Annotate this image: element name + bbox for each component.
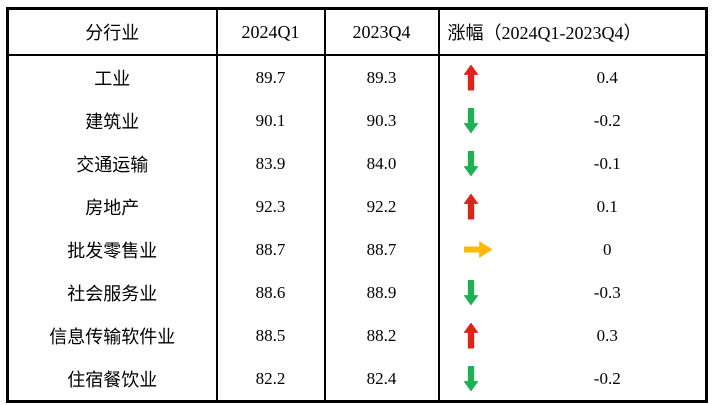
change-value: -0.2 [593, 368, 621, 388]
industry-cell: 批发零售业 [67, 240, 158, 261]
industry-cell: 交通运输 [76, 154, 149, 175]
q1-2024-value-cell: 89.7 [215, 55, 325, 99]
industry-cell: 房地产 [85, 197, 140, 218]
change-value: 0 [603, 239, 612, 259]
change-cell: 0.4 [437, 55, 707, 99]
down-arrow-icon [463, 365, 479, 392]
column-header-industry: 分行业 [7, 8, 217, 56]
q4-2023-value-cell: 92.2 [323, 185, 439, 228]
down-arrow-icon [463, 279, 479, 306]
change-value: 0.1 [596, 196, 618, 216]
q4-2023-value-cell: 88.7 [323, 228, 439, 271]
change-cell: -0.2 [437, 99, 707, 142]
up-arrow-icon [463, 322, 479, 349]
table-row: 信息传输软件业 88.5 88.2 0.3 [8, 314, 707, 357]
q1-2024-value-cell: 83.9 [215, 142, 325, 185]
q4-2023-value-cell: 89.3 [323, 55, 439, 99]
column-header-change: 涨幅（2024Q1-2023Q4） [437, 8, 707, 56]
industry-index-table: 分行业 2024Q1 2023Q4 涨幅（2024Q1-2023Q4） 工业 8… [6, 7, 708, 403]
change-cell: -0.1 [437, 142, 707, 185]
q1-2024-value-cell: 82.2 [215, 357, 325, 402]
q4-2023-value-cell: 84.0 [323, 142, 439, 185]
down-arrow-icon [463, 107, 479, 134]
arrow-slot [440, 107, 510, 134]
change-cell: -0.2 [437, 357, 707, 402]
q4-2023-value-cell: 88.9 [323, 271, 439, 314]
q4-2023-value-cell: 90.3 [323, 99, 439, 142]
header-row: 分行业 2024Q1 2023Q4 涨幅（2024Q1-2023Q4） [7, 8, 707, 56]
table-row: 社会服务业 88.6 88.9 -0.3 [8, 271, 707, 314]
industry-cell: 信息传输软件业 [49, 326, 176, 347]
arrow-slot [440, 150, 510, 177]
table-row: 住宿餐饮业 82.2 82.4 -0.2 [8, 357, 707, 402]
industry-cell: 工业 [94, 68, 131, 89]
change-cell: 0.1 [437, 185, 707, 228]
arrow-slot [440, 64, 510, 91]
industry-cell: 住宿餐饮业 [67, 369, 158, 390]
table-row: 批发零售业 88.7 88.7 0 [8, 228, 707, 271]
table-row: 交通运输 83.9 84.0 -0.1 [8, 142, 707, 185]
q1-2024-value-cell: 88.7 [215, 228, 325, 271]
column-header-2024q1: 2024Q1 [215, 8, 325, 56]
change-cell: 0.3 [437, 314, 707, 357]
table-row: 建筑业 90.1 90.3 -0.2 [8, 99, 707, 142]
arrow-slot [440, 322, 510, 349]
q4-2023-value-cell: 82.4 [323, 357, 439, 402]
q1-2024-value-cell: 88.5 [215, 314, 325, 357]
up-arrow-icon [463, 64, 479, 91]
column-header-2023q4: 2023Q4 [323, 8, 439, 56]
down-arrow-icon [463, 150, 479, 177]
q1-2024-value-cell: 90.1 [215, 99, 325, 142]
q1-2024-value-cell: 92.3 [215, 185, 325, 228]
arrow-slot [440, 193, 510, 220]
arrow-slot [440, 279, 510, 306]
change-value: -0.2 [593, 110, 621, 130]
table-row: 工业 89.7 89.3 0.4 [8, 55, 707, 99]
industry-cell: 建筑业 [85, 111, 140, 132]
change-cell: 0 [437, 228, 707, 271]
arrow-slot [440, 365, 510, 392]
table-body: 工业 89.7 89.3 0.4 建筑业 90.1 90.3 -0.2 [8, 55, 707, 402]
industry-cell: 社会服务业 [67, 283, 158, 304]
change-cell: -0.3 [437, 271, 707, 314]
q1-2024-value-cell: 88.6 [215, 271, 325, 314]
arrow-slot [440, 241, 510, 258]
up-arrow-icon [463, 193, 479, 220]
right-arrow-icon [463, 241, 493, 258]
change-value: 0.3 [596, 325, 618, 345]
change-value: -0.3 [593, 282, 621, 302]
table-row: 房地产 92.3 92.2 0.1 [8, 185, 707, 228]
change-value: -0.1 [593, 153, 621, 173]
q4-2023-value-cell: 88.2 [323, 314, 439, 357]
change-value: 0.4 [596, 67, 618, 87]
